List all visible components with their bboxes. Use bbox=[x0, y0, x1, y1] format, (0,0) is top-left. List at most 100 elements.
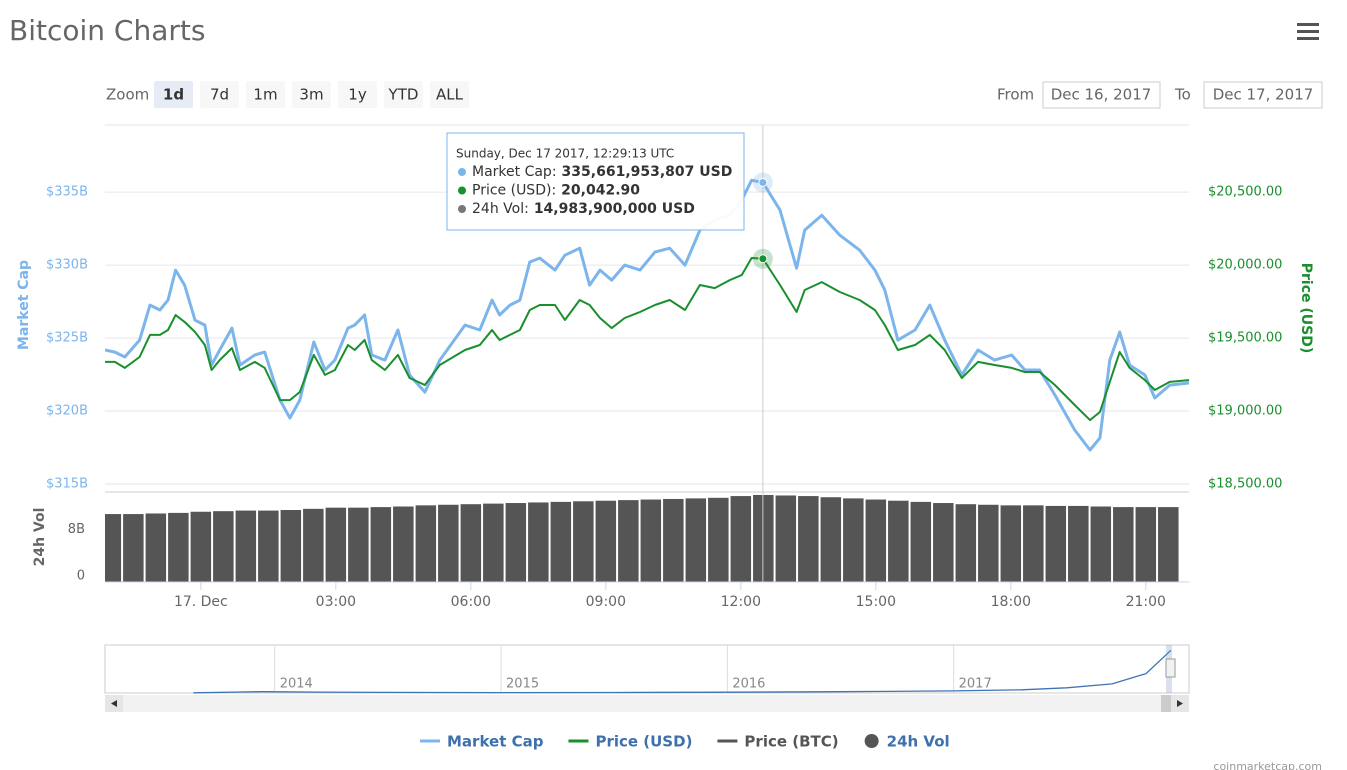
volume-bar bbox=[1113, 507, 1134, 582]
legend-symbol bbox=[864, 734, 879, 748]
zoom-button[interactable]: 1y bbox=[338, 81, 377, 108]
zoom-button-bg bbox=[384, 81, 423, 108]
volume-bar bbox=[213, 511, 234, 582]
navigator-label: 2016 bbox=[732, 677, 765, 692]
legend-item[interactable]: Price (USD) bbox=[568, 733, 692, 751]
scrollbar-track bbox=[105, 695, 1189, 712]
y-tick-label: $335B bbox=[46, 185, 88, 200]
vol-tick-label: 0 bbox=[77, 569, 85, 584]
series-line bbox=[193, 649, 1172, 694]
volume-bar bbox=[393, 506, 414, 582]
zoom-button-label: 7d bbox=[210, 86, 229, 104]
volume-bar bbox=[1135, 507, 1157, 582]
volume-bar bbox=[145, 513, 167, 582]
volume-bar bbox=[550, 501, 572, 582]
volume-bar bbox=[1045, 505, 1067, 582]
volume-bar bbox=[775, 495, 797, 582]
tooltip: Sunday, Dec 17 2017, 12:29:13 UTC Market … bbox=[446, 132, 745, 231]
x-tick-label: 12:00 bbox=[721, 594, 761, 610]
volume-bar bbox=[663, 498, 684, 582]
tooltip-bullet bbox=[458, 205, 466, 213]
volume-bar bbox=[573, 501, 594, 582]
zoom-button[interactable]: 7d bbox=[200, 81, 239, 108]
volume-bar bbox=[528, 502, 549, 582]
y2-axis-title: Price (USD) bbox=[1298, 263, 1314, 354]
legend-label: Market Cap bbox=[447, 733, 544, 751]
legend-item[interactable]: 24h Vol bbox=[864, 733, 950, 751]
tooltip-date: Sunday, Dec 17 2017, 12:29:13 UTC bbox=[456, 147, 674, 161]
volume-bar bbox=[888, 500, 909, 582]
volume-bar bbox=[168, 512, 189, 582]
legend-item[interactable]: Price (BTC) bbox=[717, 733, 839, 751]
navigator-handle[interactable] bbox=[1165, 658, 1176, 678]
hover-point bbox=[758, 254, 768, 264]
x-tick-label: 15:00 bbox=[856, 594, 896, 610]
scrollbar-arrow bbox=[1177, 700, 1183, 707]
from-input[interactable] bbox=[1042, 81, 1161, 109]
volume-bar bbox=[910, 501, 932, 582]
volume-bar bbox=[415, 505, 437, 582]
zoom-button[interactable]: 1m bbox=[246, 81, 285, 108]
source-credit: coinmarketcap.com bbox=[1213, 760, 1322, 770]
legend-label: Price (BTC) bbox=[744, 733, 838, 751]
zoom-button-bg bbox=[292, 81, 331, 108]
volume-bar bbox=[798, 496, 819, 582]
zoom-button-label: 1d bbox=[163, 86, 184, 104]
to-date: Dec 17, 2017 bbox=[1213, 86, 1314, 104]
x-tick-label: 09:00 bbox=[586, 594, 626, 610]
volume-bar bbox=[280, 510, 302, 582]
y-tick-label: $320B bbox=[46, 404, 88, 419]
tooltip-bullet bbox=[458, 186, 466, 195]
volume-bar bbox=[325, 507, 347, 582]
volume-bar bbox=[505, 503, 527, 582]
scrollbar-arrow bbox=[111, 700, 117, 707]
x-tick-label: 06:00 bbox=[451, 594, 491, 610]
legend-item[interactable]: Market Cap bbox=[420, 733, 544, 751]
to-input[interactable] bbox=[1203, 81, 1323, 109]
x-tick-label: 21:00 bbox=[1126, 594, 1166, 610]
volume-bar bbox=[1090, 506, 1112, 582]
volume-bar bbox=[820, 497, 842, 582]
zoom-button-bg bbox=[246, 81, 285, 108]
x-tick-label: 03:00 bbox=[316, 594, 356, 610]
zoom-button-label: YTD bbox=[388, 86, 419, 104]
series-line bbox=[105, 178, 1189, 452]
volume-bar bbox=[438, 504, 459, 582]
volume-bar bbox=[370, 507, 392, 582]
tooltip-value: 335,661,953,807 USD bbox=[562, 164, 733, 180]
volume-bar bbox=[483, 503, 504, 582]
zoom-button-label: 1m bbox=[253, 86, 277, 104]
tooltip-box bbox=[446, 132, 745, 231]
zoom-button[interactable]: ALL bbox=[430, 81, 469, 108]
y-tick-label: $330B bbox=[46, 258, 88, 273]
y2-tick-label: $20,000.00 bbox=[1208, 258, 1282, 273]
volume-bar bbox=[843, 498, 864, 582]
menu-bar bbox=[1297, 23, 1319, 26]
volume-bar bbox=[708, 497, 729, 582]
x-tick-label: 17. Dec bbox=[174, 594, 228, 610]
volume-bar bbox=[1158, 507, 1179, 582]
series-line bbox=[105, 257, 1189, 422]
zoom-button[interactable]: 1d bbox=[154, 81, 193, 108]
plot-area bbox=[105, 178, 1189, 582]
zoom-button-bg bbox=[430, 81, 469, 108]
volume-bar bbox=[955, 504, 977, 582]
zoom-button-label: ALL bbox=[436, 86, 464, 104]
y-tick-label: $315B bbox=[46, 477, 88, 492]
from-date: Dec 16, 2017 bbox=[1051, 86, 1152, 104]
zoom-button[interactable]: 3m bbox=[292, 81, 331, 108]
tooltip-label: 24h Vol: bbox=[472, 201, 529, 217]
zoom-button[interactable]: YTD bbox=[384, 81, 423, 108]
volume-bar bbox=[460, 504, 482, 582]
volume-bar bbox=[190, 511, 212, 582]
menu-icon[interactable] bbox=[1297, 23, 1319, 40]
volume-bar bbox=[595, 500, 617, 582]
scrollbar-thumb[interactable] bbox=[1161, 695, 1171, 712]
from-label: From bbox=[997, 86, 1034, 104]
volume-bar bbox=[1023, 505, 1044, 582]
legend-label: 24h Vol bbox=[887, 733, 950, 751]
x-tick-label: 18:00 bbox=[991, 594, 1031, 610]
volume-bar bbox=[235, 510, 257, 582]
